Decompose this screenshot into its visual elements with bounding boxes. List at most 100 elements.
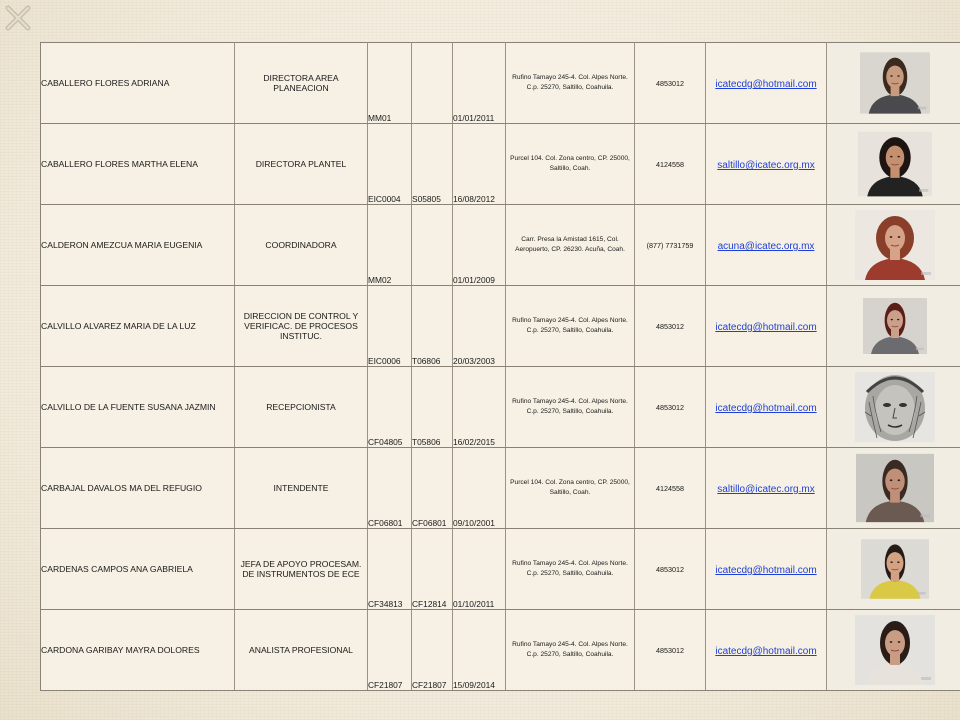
employee-position-code: [411, 42, 453, 124]
office-phone: 4853012: [634, 366, 706, 448]
employee-code: CF34813: [367, 528, 412, 610]
email-link[interactable]: saltillo@icatec.org.mx: [717, 160, 815, 171]
office-address: Carr. Presa la Amistad 1615, Col. Aeropu…: [505, 204, 635, 286]
table-row: CARDONA GARIBAY MAYRA DOLORES ANALISTA P…: [40, 609, 960, 691]
hire-date: 01/10/2011: [452, 528, 506, 610]
person-portrait-icon: [858, 131, 932, 197]
email-cell: icatecdg@hotmail.com: [705, 528, 827, 610]
employee-code: CF06801: [367, 447, 412, 529]
employee-position-code: CF12814: [411, 528, 453, 610]
photo-cell: [826, 204, 960, 286]
photo-cell: [826, 447, 960, 529]
office-phone: 4853012: [634, 285, 706, 367]
person-portrait-icon: [855, 210, 935, 280]
employee-role: INTENDENTE: [234, 447, 368, 529]
office-phone: (877) 7731759: [634, 204, 706, 286]
employee-photo-icon: [855, 210, 935, 280]
office-address: Rufino Tamayo 245-4. Col. Alpes Norte. C…: [505, 285, 635, 367]
employee-position-code: T05806: [411, 366, 453, 448]
directory-rows: CABALLERO FLORES ADRIANA DIRECTORA AREA …: [40, 42, 960, 691]
staff-directory-table: CABALLERO FLORES ADRIANA DIRECTORA AREA …: [40, 42, 960, 691]
photo-cell: [826, 42, 960, 124]
person-portrait-icon: [861, 539, 929, 599]
corner-x-icon: [5, 5, 31, 31]
office-address: Purcel 104. Col. Zona centro, CP. 25000,…: [505, 123, 635, 205]
employee-photo-icon: [863, 291, 927, 361]
employee-position-code: CF21807: [411, 609, 453, 691]
person-portrait-icon: [860, 52, 930, 114]
employee-code: CF21807: [367, 609, 412, 691]
email-cell: icatecdg@hotmail.com: [705, 609, 827, 691]
person-portrait-icon: [856, 453, 934, 523]
hire-date: 16/08/2012: [452, 123, 506, 205]
email-link[interactable]: icatecdg@hotmail.com: [715, 322, 817, 333]
employee-photo-icon: [855, 615, 935, 685]
employee-role: DIRECTORA AREA PLANEACION: [234, 42, 368, 124]
employee-name: CABALLERO FLORES MARTHA ELENA: [40, 123, 235, 205]
employee-photo-icon: [861, 534, 929, 604]
table-row: CALDERON AMEZCUA MARIA EUGENIA COORDINAD…: [40, 204, 960, 286]
employee-name: CARDENAS CAMPOS ANA GABRIELA: [40, 528, 235, 610]
employee-position-code: T06806: [411, 285, 453, 367]
employee-photo-icon: [860, 48, 930, 118]
employee-code: MM02: [367, 204, 412, 286]
hire-date: 01/01/2009: [452, 204, 506, 286]
photo-cell: [826, 528, 960, 610]
employee-position-code: S05805: [411, 123, 453, 205]
person-portrait-icon: [863, 298, 927, 354]
photo-cell: [826, 366, 960, 448]
hire-date: 20/03/2003: [452, 285, 506, 367]
hire-date: 09/10/2001: [452, 447, 506, 529]
employee-photo-icon: [858, 129, 932, 199]
email-cell: acuna@icatec.org.mx: [705, 204, 827, 286]
email-link[interactable]: saltillo@icatec.org.mx: [717, 484, 815, 495]
email-link[interactable]: icatecdg@hotmail.com: [715, 79, 817, 90]
email-link[interactable]: icatecdg@hotmail.com: [715, 646, 817, 657]
employee-role: DIRECCION DE CONTROL Y VERIFICAC. DE PRO…: [234, 285, 368, 367]
table-row: CABALLERO FLORES ADRIANA DIRECTORA AREA …: [40, 42, 960, 124]
sketched-face-icon: [855, 372, 935, 442]
email-link[interactable]: icatecdg@hotmail.com: [715, 565, 817, 576]
email-cell: icatecdg@hotmail.com: [705, 42, 827, 124]
person-portrait-icon: [855, 615, 935, 685]
office-phone: 4853012: [634, 42, 706, 124]
table-row: CALVILLO ALVAREZ MARIA DE LA LUZ DIRECCI…: [40, 285, 960, 367]
email-cell: icatecdg@hotmail.com: [705, 366, 827, 448]
employee-code: MM01: [367, 42, 412, 124]
email-link[interactable]: icatecdg@hotmail.com: [715, 403, 817, 414]
office-address: Rufino Tamayo 245-4. Col. Alpes Norte. C…: [505, 42, 635, 124]
employee-photo-icon: [854, 372, 936, 442]
office-address: Rufino Tamayo 245-4. Col. Alpes Norte. C…: [505, 528, 635, 610]
employee-name: CARBAJAL DAVALOS MA DEL REFUGIO: [40, 447, 235, 529]
office-address: Purcel 104. Col. Zona centro, CP. 25000,…: [505, 447, 635, 529]
office-address: Rufino Tamayo 245-4. Col. Alpes Norte. C…: [505, 609, 635, 691]
employee-name: CALVILLO ALVAREZ MARIA DE LA LUZ: [40, 285, 235, 367]
hire-date: 01/01/2011: [452, 42, 506, 124]
employee-code: CF04805: [367, 366, 412, 448]
office-phone: 4124558: [634, 123, 706, 205]
employee-role: DIRECTORA PLANTEL: [234, 123, 368, 205]
employee-code: EIC0004: [367, 123, 412, 205]
employee-position-code: CF06801: [411, 447, 453, 529]
photo-cell: [826, 123, 960, 205]
hire-date: 15/09/2014: [452, 609, 506, 691]
employee-name: CARDONA GARIBAY MAYRA DOLORES: [40, 609, 235, 691]
office-phone: 4853012: [634, 528, 706, 610]
table-row: CARBAJAL DAVALOS MA DEL REFUGIO INTENDEN…: [40, 447, 960, 529]
office-address: Rufino Tamayo 245-4. Col. Alpes Norte. C…: [505, 366, 635, 448]
office-phone: 4853012: [634, 609, 706, 691]
employee-name: CALVILLO DE LA FUENTE SUSANA JAZMIN: [40, 366, 235, 448]
employee-photo-icon: [856, 453, 934, 523]
email-cell: icatecdg@hotmail.com: [705, 285, 827, 367]
office-phone: 4124558: [634, 447, 706, 529]
employee-role: ANALISTA PROFESIONAL: [234, 609, 368, 691]
table-row: CALVILLO DE LA FUENTE SUSANA JAZMIN RECE…: [40, 366, 960, 448]
employee-position-code: [411, 204, 453, 286]
email-link[interactable]: acuna@icatec.org.mx: [717, 241, 815, 252]
email-cell: saltillo@icatec.org.mx: [705, 447, 827, 529]
email-cell: saltillo@icatec.org.mx: [705, 123, 827, 205]
table-row: CABALLERO FLORES MARTHA ELENA DIRECTORA …: [40, 123, 960, 205]
table-row: CARDENAS CAMPOS ANA GABRIELA JEFA DE APO…: [40, 528, 960, 610]
employee-code: EIC0006: [367, 285, 412, 367]
employee-role: COORDINADORA: [234, 204, 368, 286]
